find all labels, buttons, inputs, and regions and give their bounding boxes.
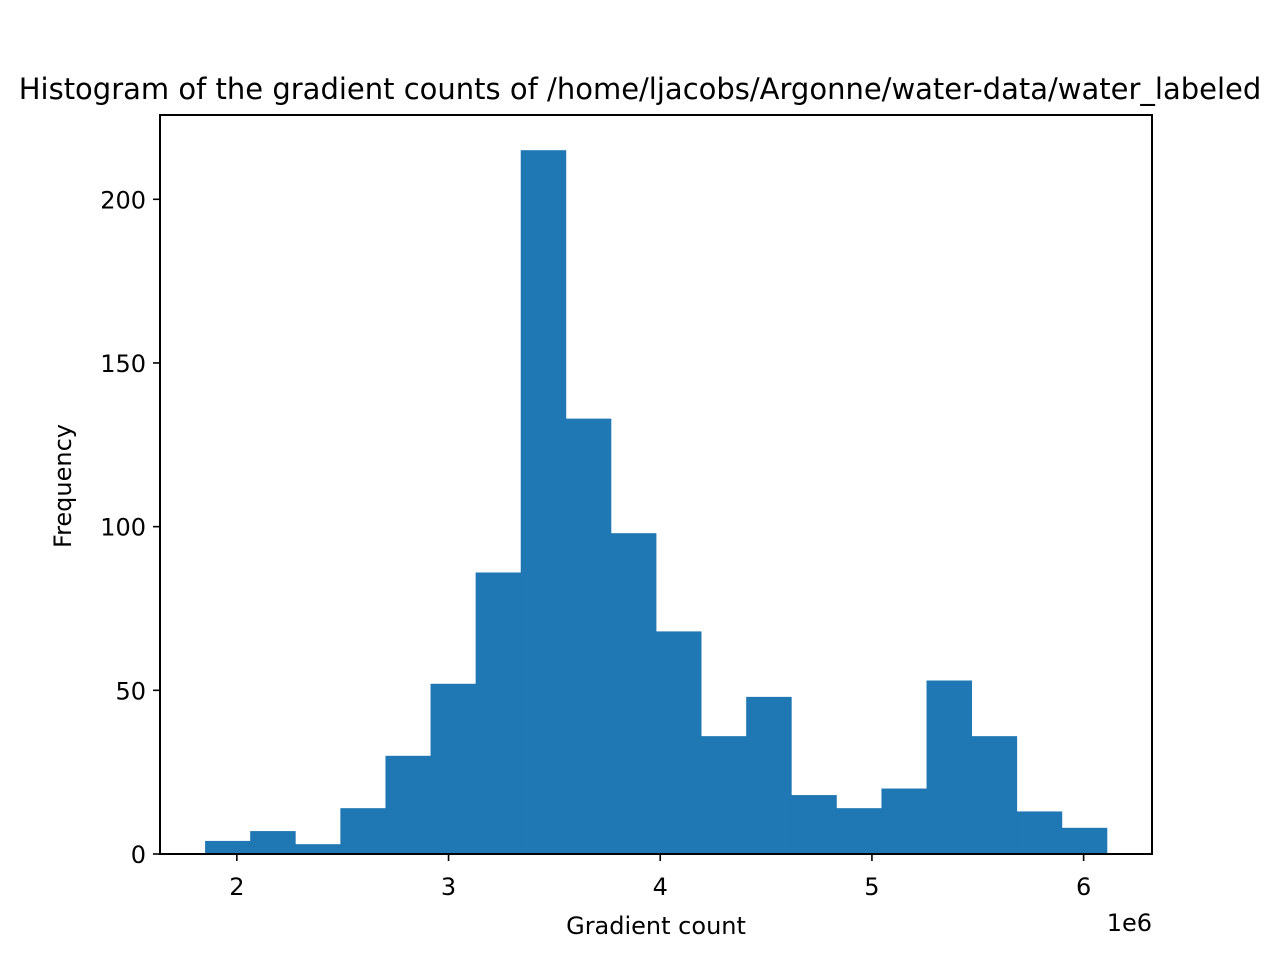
histogram-bar [520,150,567,854]
histogram-bar [385,755,431,854]
y-tick-label: 200 [100,186,146,214]
x-offset-label: 1e6 [1107,909,1152,937]
histogram-bar [836,808,882,854]
axes-frame [159,114,1153,855]
histogram-bar [565,418,612,854]
x-tick-label: 5 [864,873,879,901]
y-ticks-group: 0 50 100 150 200 [100,186,160,869]
histogram-bar [610,533,657,854]
x-ticks-group: 2 3 4 5 6 [229,854,1091,901]
histogram-bar [791,795,837,854]
histogram-bar [295,844,341,854]
histogram-bar [881,788,927,854]
histogram-bar [475,572,522,854]
histogram-bar [1061,827,1108,854]
bars-group [205,150,1108,854]
histogram-bar [701,736,747,854]
chart-title: Histogram of the gradient counts of /hom… [19,72,1262,106]
histogram-bar [1016,811,1063,854]
histogram-bar [250,831,296,854]
x-tick-label: 3 [441,873,456,901]
y-tick-label: 50 [115,677,146,705]
histogram-bar [205,840,251,854]
x-tick-label: 2 [229,873,244,901]
histogram-bar [340,808,386,854]
x-tick-label: 4 [653,873,668,901]
y-tick-label: 100 [100,514,146,542]
histogram-bar [971,736,1018,854]
x-tick-label: 6 [1076,873,1091,901]
histogram-bar [746,696,792,854]
histogram-bar [926,680,973,854]
histogram-bar [656,631,702,854]
histogram-bar [430,683,477,854]
y-tick-label: 150 [100,350,146,378]
x-axis-label: Gradient count [566,912,746,940]
y-tick-label: 0 [131,841,146,869]
y-axis-label: Frequency [49,424,77,548]
